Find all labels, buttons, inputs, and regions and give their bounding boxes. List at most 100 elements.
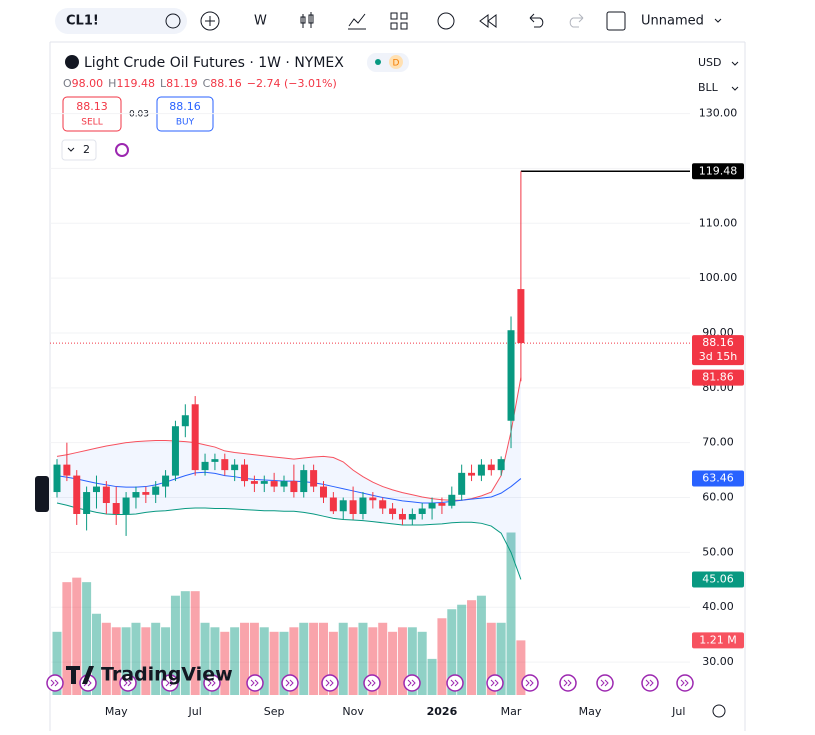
volume-bar <box>279 631 289 695</box>
x-tick-label: May <box>579 705 602 718</box>
volume-bar <box>180 591 190 695</box>
event-arrow <box>450 679 459 687</box>
event-arrow <box>285 679 294 687</box>
candle-body <box>171 426 179 476</box>
volume-bar <box>259 627 269 695</box>
candle-body <box>517 289 525 344</box>
layout-icon[interactable] <box>606 11 626 31</box>
candle-body <box>497 459 505 471</box>
event-icon <box>641 674 659 692</box>
y-tick-label: 30.00 <box>702 655 734 668</box>
ohlc-key: O <box>63 77 72 90</box>
volume-bar <box>131 622 141 695</box>
event-arrow <box>367 679 376 687</box>
ohlc: O 98.00 H 119.48 L 81.19 C 88.16 <box>63 77 242 90</box>
delay-badge <box>389 55 403 69</box>
volume-bar <box>486 622 496 695</box>
volume-bar <box>457 604 467 695</box>
sell-price[interactable]: 88.13 <box>76 100 108 113</box>
candle-body <box>73 475 81 514</box>
volume-bar <box>417 631 427 695</box>
candle-body <box>389 508 397 514</box>
ohlc-key: H <box>108 77 116 90</box>
spread: 0.03 <box>129 110 149 120</box>
y-tick-label: 60.00 <box>702 491 734 504</box>
symbol-search[interactable] <box>55 8 187 34</box>
refresh[interactable] <box>115 143 129 157</box>
indicators[interactable] <box>348 13 366 30</box>
event-icon <box>203 674 221 692</box>
volume-bar <box>447 609 457 695</box>
volume-bar <box>269 631 279 695</box>
caret <box>731 61 739 66</box>
settings[interactable] <box>712 704 726 718</box>
candle-body <box>162 475 170 487</box>
buy-price[interactable]: 88.16 <box>169 100 201 113</box>
candle-body <box>142 492 150 495</box>
volume-bar <box>62 582 72 695</box>
change: −2.74 (−3.01%) <box>247 77 337 90</box>
volume-bar <box>200 622 210 695</box>
volume-bar <box>121 627 131 695</box>
candle-body <box>329 497 337 512</box>
event-arrow <box>645 679 654 687</box>
compare-icon[interactable] <box>165 13 181 29</box>
currency[interactable]: USD <box>698 56 722 69</box>
x-tick-label: Mar <box>501 705 522 718</box>
event-arrow <box>325 679 334 687</box>
sell-label[interactable]: SELL <box>81 118 102 128</box>
buy-label[interactable]: BUY <box>176 118 195 128</box>
add-symbol-plus <box>205 16 215 26</box>
event-arrow <box>563 679 572 687</box>
price-badge <box>692 335 744 366</box>
unit[interactable]: BLL <box>698 81 719 94</box>
candle-body <box>507 330 515 421</box>
chart-type[interactable] <box>300 12 314 28</box>
candle-body <box>448 494 456 506</box>
volume-bar <box>289 627 299 695</box>
candle-body <box>92 486 100 493</box>
volume-bar <box>161 627 171 695</box>
event-icon <box>446 674 464 692</box>
delay-label: D <box>393 59 400 69</box>
volume-bar <box>476 595 486 695</box>
volume-bar <box>388 631 398 695</box>
indicator-count[interactable]: 2 <box>83 143 90 156</box>
event-icon <box>521 674 539 692</box>
layout-name[interactable]: Unnamed <box>641 14 704 29</box>
volume-bar <box>318 622 328 695</box>
event-arrow <box>407 679 416 687</box>
candle-body <box>83 492 91 514</box>
interval[interactable]: W <box>254 14 267 29</box>
candle-body <box>231 464 239 471</box>
price-badge-label: 45.06 <box>702 572 734 585</box>
event-icon <box>246 674 264 692</box>
candle-body <box>270 481 278 487</box>
price-badge <box>692 571 744 588</box>
candle-body <box>191 404 199 471</box>
add-symbol[interactable] <box>200 11 220 31</box>
price-badge-sub: 3d 15h <box>699 350 737 363</box>
price-badge-label: 81.86 <box>702 371 734 384</box>
undo[interactable] <box>529 13 544 28</box>
candle-body <box>428 503 436 509</box>
templates[interactable] <box>390 12 408 30</box>
candle-body <box>438 503 446 506</box>
candle-body <box>181 415 189 427</box>
chart-title: Light Crude Oil Futures · 1W · NYMEX <box>84 55 344 71</box>
volume-badge-label: 1.21 M <box>699 633 736 646</box>
band-line <box>56 502 522 580</box>
symbol-logo <box>65 55 79 69</box>
redo[interactable] <box>569 13 584 28</box>
candle-body <box>221 459 229 471</box>
indicators-toggle[interactable] <box>61 139 97 161</box>
candle-body <box>369 497 377 501</box>
event-arrow <box>250 679 259 687</box>
volume-bar <box>141 627 151 695</box>
symbol[interactable]: CL1! <box>66 14 99 29</box>
alert[interactable] <box>437 12 455 30</box>
replay[interactable] <box>479 14 497 28</box>
band-fill <box>57 377 521 580</box>
event-icon <box>363 674 381 692</box>
